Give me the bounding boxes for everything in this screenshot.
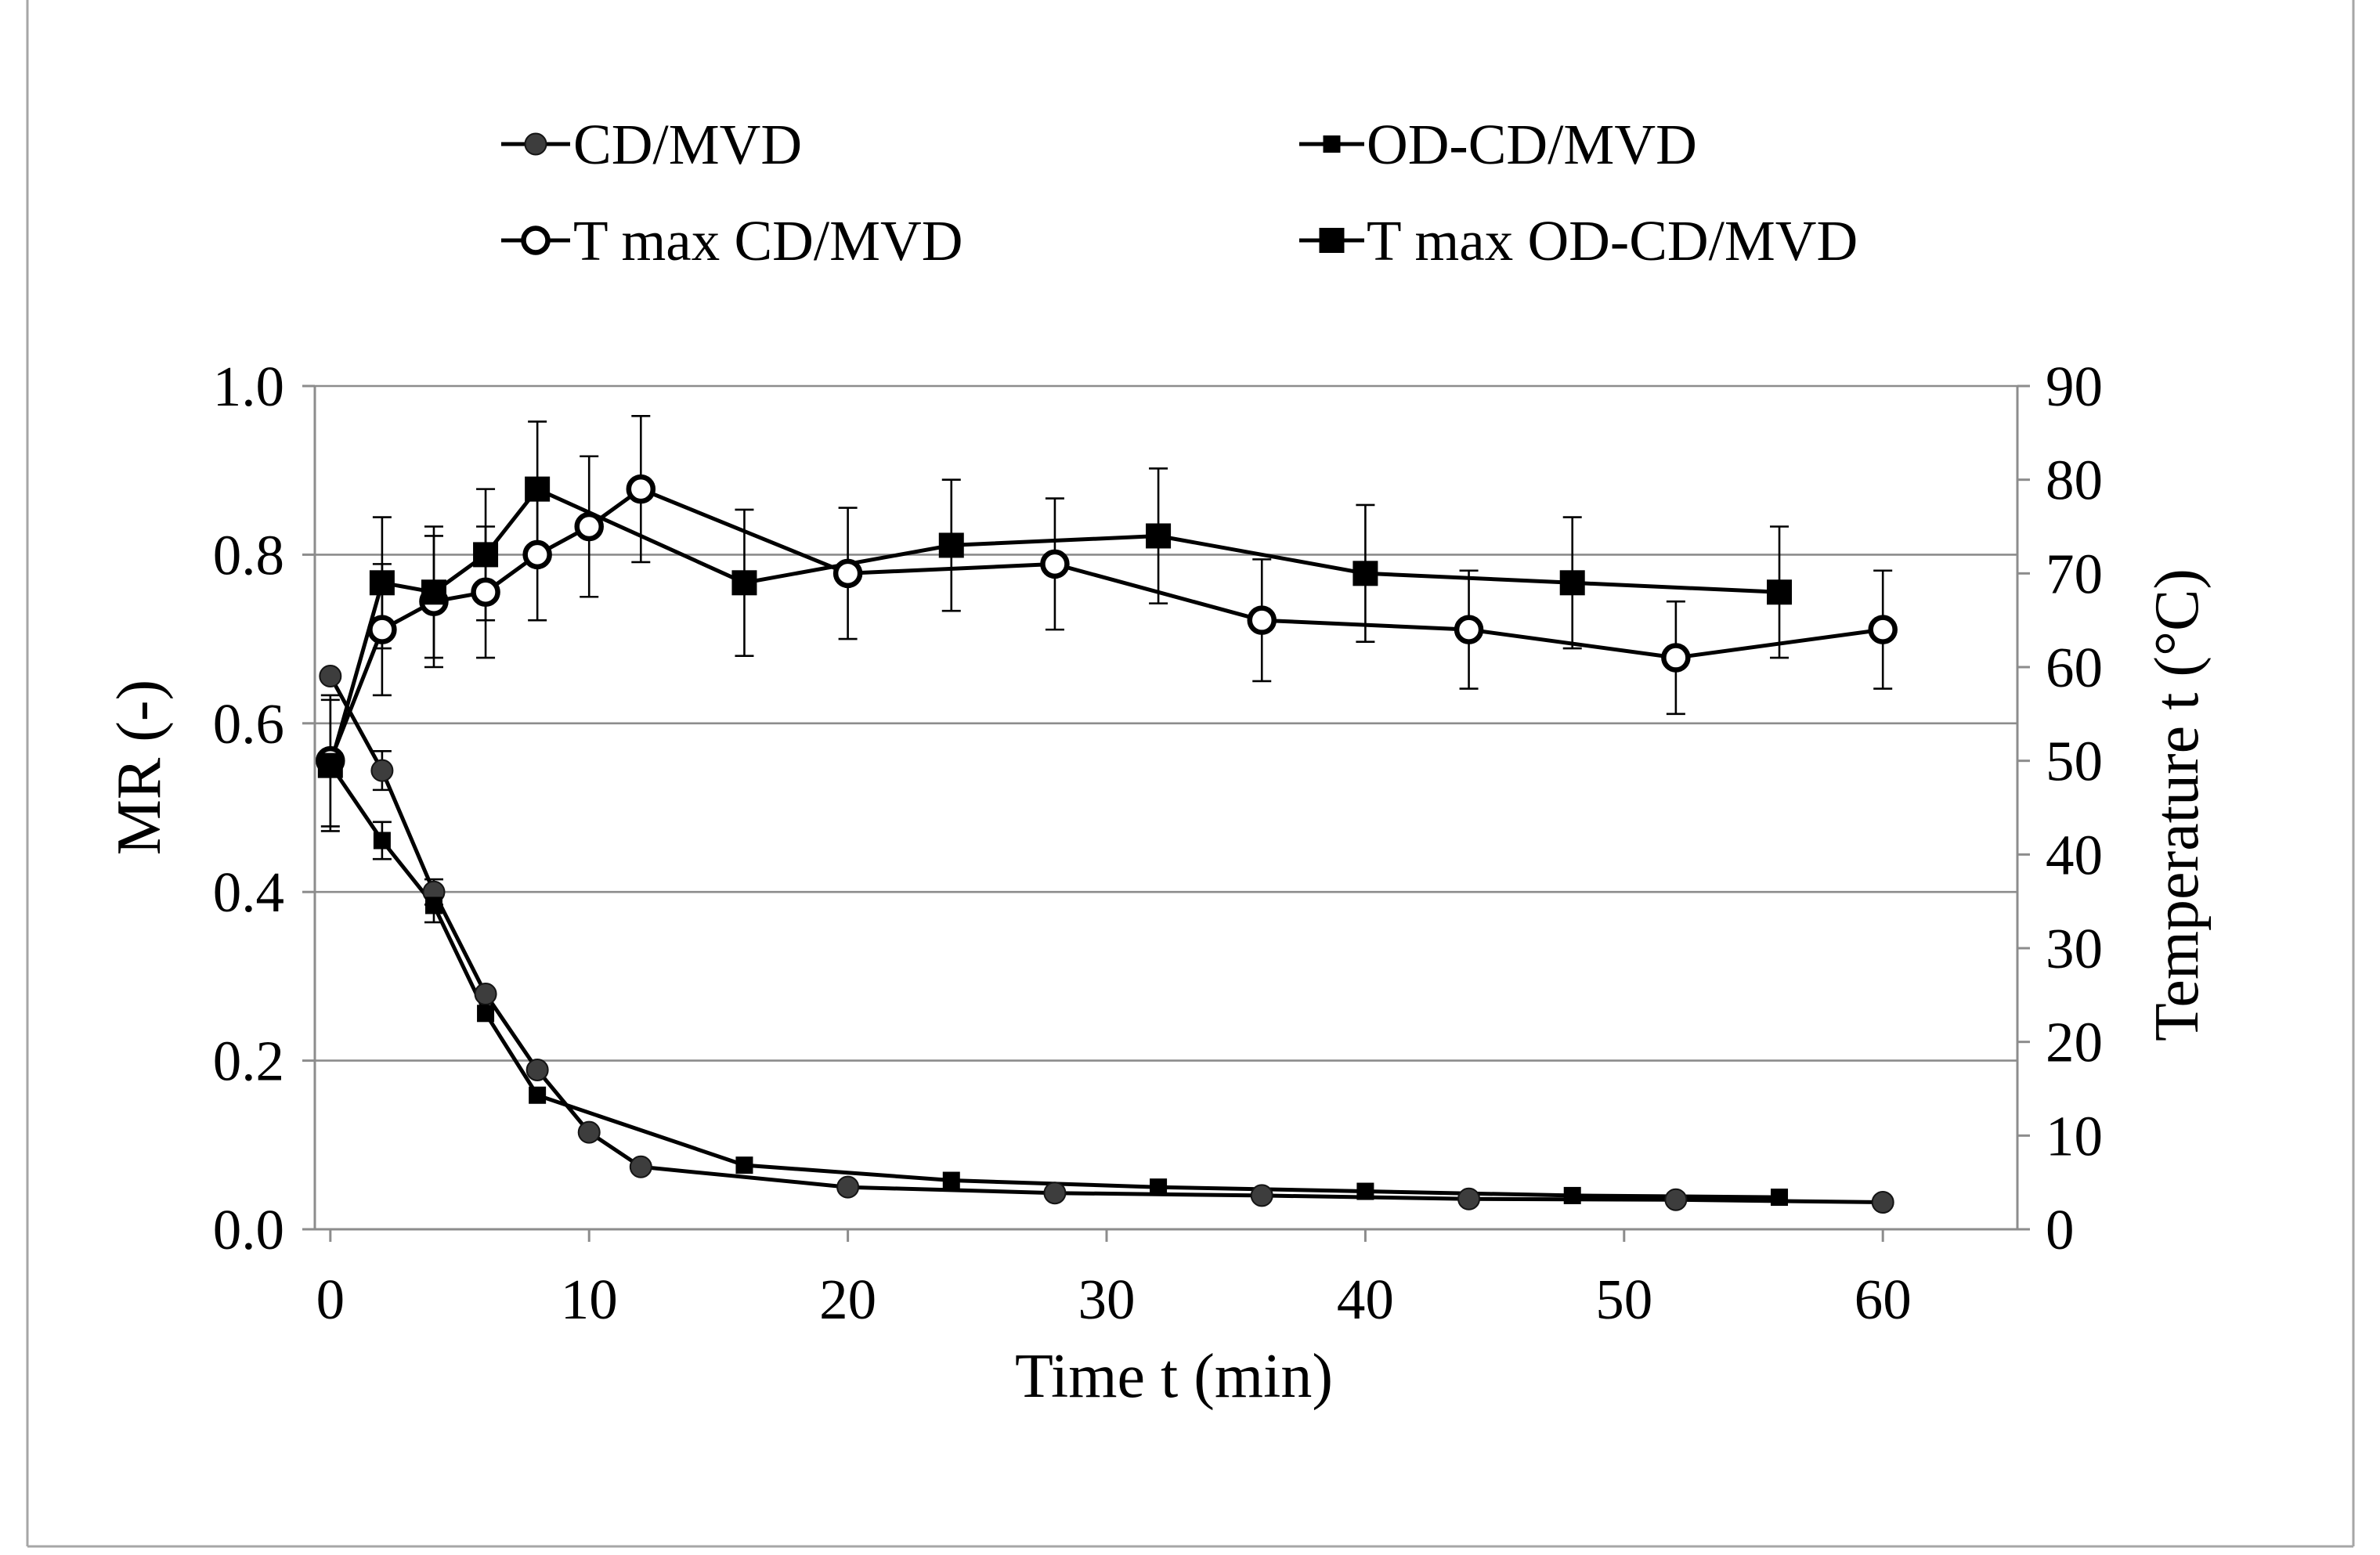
y2-tick-label: 30 bbox=[2046, 917, 2103, 980]
od-cd-mvd-point bbox=[529, 1086, 547, 1104]
x-tick-label: 40 bbox=[1337, 1268, 1394, 1331]
axes bbox=[302, 384, 2030, 1242]
t-max-cd-mvd-line bbox=[328, 487, 1883, 762]
cd-mvd-point bbox=[577, 1120, 601, 1144]
cd-mvd-point bbox=[525, 1058, 549, 1081]
t-max-od-cd-mvd-point bbox=[938, 532, 964, 558]
t-max-od-cd-mvd-point bbox=[1767, 579, 1793, 605]
t-max-od-cd-mvd-point bbox=[369, 570, 395, 596]
x-axis-title: Time t (min) bbox=[1015, 1342, 1333, 1411]
x-tick-label: 30 bbox=[1078, 1268, 1136, 1331]
t-max-cd-mvd-point bbox=[367, 615, 397, 644]
y2-tick-label: 40 bbox=[2046, 823, 2103, 886]
series-lines bbox=[328, 487, 1883, 1204]
y-tick-label: 1.0 bbox=[213, 355, 284, 418]
cd-mvd-point bbox=[1664, 1188, 1688, 1211]
y2-tick-label: 10 bbox=[2046, 1104, 2103, 1167]
error-bars bbox=[320, 414, 1893, 924]
t-max-cd-mvd-point bbox=[522, 539, 552, 570]
t-max-cd-mvd-point bbox=[1040, 549, 1070, 579]
y2-tick-label: 50 bbox=[2046, 730, 2103, 793]
t-max-od-cd-mvd-point bbox=[525, 476, 551, 502]
t-max-od-cd-mvd-point bbox=[421, 579, 446, 605]
t-max-od-cd-mvd-point bbox=[1559, 570, 1585, 596]
t-max-cd-mvd-point bbox=[1661, 643, 1691, 673]
legend: CD/MVD OD-CD/MVD T max CD/MVD T max OD-CD/M… bbox=[501, 113, 1858, 272]
cd-mvd-point bbox=[370, 759, 394, 782]
y-tick-label: 0.8 bbox=[213, 523, 284, 586]
x-tick-label: 50 bbox=[1595, 1268, 1652, 1331]
y2-tick-label: 90 bbox=[2046, 355, 2103, 418]
cd-mvd-point bbox=[319, 664, 342, 687]
cd-mvd-point bbox=[1457, 1187, 1481, 1210]
od-cd-mvd-point bbox=[1563, 1186, 1581, 1204]
legend-entry-t-max-od-cd-mvd: T max OD-CD/MVD bbox=[1299, 209, 1858, 272]
t-max-cd-mvd-point bbox=[1454, 615, 1484, 644]
cd-mvd-point bbox=[474, 983, 497, 1006]
legend-marker bbox=[1323, 135, 1341, 153]
od-cd-mvd-point bbox=[735, 1156, 753, 1174]
od-cd-mvd-point bbox=[1356, 1182, 1374, 1200]
legend-label: T max CD/MVD bbox=[573, 209, 963, 272]
t-max-od-cd-mvd-point bbox=[1146, 523, 1172, 549]
legend-label: CD/MVD bbox=[573, 113, 802, 176]
t-max-od-cd-mvd-point bbox=[317, 752, 343, 778]
od-cd-mvd-point bbox=[1150, 1178, 1168, 1196]
od-cd-mvd-point bbox=[477, 1005, 495, 1023]
t-max-od-cd-mvd-point bbox=[473, 542, 499, 568]
legend-marker bbox=[1319, 228, 1345, 253]
data-markers bbox=[316, 474, 1898, 1214]
y2-tick-label: 80 bbox=[2046, 449, 2103, 512]
y-axis-title: MR (-) bbox=[105, 680, 174, 855]
y-tick-label: 0.2 bbox=[213, 1030, 284, 1093]
legend-entry-od-cd-mvd: OD-CD/MVD bbox=[1299, 113, 1697, 176]
x-tick-label: 10 bbox=[561, 1268, 618, 1331]
y2-tick-label: 0 bbox=[2046, 1198, 2075, 1261]
gridlines bbox=[315, 384, 2017, 1062]
cd-mvd-point bbox=[1043, 1182, 1067, 1205]
y2-tick-label: 70 bbox=[2046, 542, 2103, 605]
t-max-cd-mvd-point bbox=[471, 577, 500, 608]
cd-mvd-point bbox=[836, 1175, 860, 1199]
od-cd-mvd-point bbox=[942, 1171, 960, 1189]
t-max-cd-mvd-point bbox=[1247, 605, 1277, 635]
chart-border bbox=[26, 0, 2355, 1548]
od-cd-mvd-point bbox=[424, 897, 442, 915]
cd-mvd-point bbox=[1250, 1184, 1273, 1207]
t-max-od-cd-mvd-point bbox=[731, 570, 757, 596]
x-tick-label: 0 bbox=[316, 1268, 345, 1331]
t-max-od-cd-mvd-point bbox=[1353, 561, 1378, 586]
od-cd-mvd-point bbox=[373, 832, 391, 850]
t-max-cd-mvd-point bbox=[626, 474, 656, 504]
t-max-cd-mvd-point bbox=[832, 558, 863, 589]
od-cd-mvd-line bbox=[328, 763, 1780, 1200]
y2-axis-title: Temperature t (°C) bbox=[2143, 568, 2212, 1041]
cd-mvd-point bbox=[1871, 1191, 1894, 1214]
cd-mvd-point bbox=[629, 1155, 652, 1178]
t-max-cd-mvd-point bbox=[1868, 615, 1898, 644]
od-cd-mvd-point bbox=[1771, 1189, 1789, 1207]
tick-labels: 0.0 0.2 0.4 0.6 0.8 1.0 0 10 20 30 40 50 60 70 80 90 0 10… bbox=[213, 355, 2103, 1331]
y-tick-label: 0.0 bbox=[213, 1198, 284, 1261]
legend-marker bbox=[521, 225, 551, 255]
y2-tick-label: 20 bbox=[2046, 1011, 2103, 1074]
legend-entry-t-max-cd-mvd: T max CD/MVD bbox=[501, 209, 963, 272]
t-max-cd-mvd-point bbox=[574, 511, 604, 542]
y2-tick-label: 60 bbox=[2046, 636, 2103, 699]
cd-mvd-line bbox=[328, 675, 1883, 1204]
x-tick-label: 20 bbox=[819, 1268, 876, 1331]
legend-entry-cd-mvd: CD/MVD bbox=[501, 113, 802, 176]
y-tick-label: 0.4 bbox=[213, 860, 284, 924]
y-tick-label: 0.6 bbox=[213, 692, 284, 756]
x-tick-label: 60 bbox=[1855, 1268, 1912, 1331]
legend-label: OD-CD/MVD bbox=[1367, 113, 1697, 176]
legend-label: T max OD-CD/MVD bbox=[1367, 209, 1858, 272]
legend-marker bbox=[524, 132, 547, 156]
